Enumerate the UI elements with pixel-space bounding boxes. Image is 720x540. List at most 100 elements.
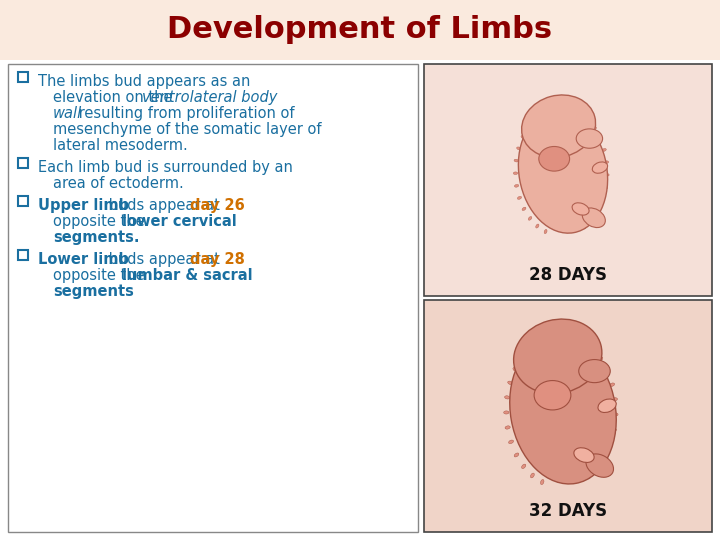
Ellipse shape (505, 396, 510, 399)
Text: ventrolateral body: ventrolateral body (143, 90, 278, 105)
Ellipse shape (513, 172, 518, 174)
Ellipse shape (571, 334, 574, 340)
Ellipse shape (544, 230, 547, 234)
Ellipse shape (513, 368, 518, 372)
Ellipse shape (598, 399, 616, 413)
Ellipse shape (513, 319, 602, 394)
Bar (424, 64, 712, 296)
Ellipse shape (536, 224, 539, 228)
Bar (18, 72, 28, 82)
Ellipse shape (534, 381, 571, 410)
Bar (18, 250, 28, 260)
Text: lower cervical: lower cervical (122, 214, 237, 229)
Ellipse shape (521, 95, 595, 158)
Ellipse shape (598, 137, 602, 140)
Ellipse shape (602, 148, 606, 151)
Ellipse shape (605, 173, 609, 176)
Ellipse shape (581, 339, 585, 345)
Text: day 26: day 26 (190, 198, 245, 213)
Ellipse shape (613, 413, 618, 416)
Ellipse shape (612, 398, 618, 401)
Ellipse shape (602, 455, 607, 458)
Bar (18, 158, 28, 168)
Text: resulting from proliferation of: resulting from proliferation of (74, 106, 294, 121)
Ellipse shape (603, 186, 608, 189)
Text: The limbs bud appears as an: The limbs bud appears as an (38, 74, 251, 89)
Ellipse shape (505, 426, 510, 429)
Text: segments.: segments. (53, 230, 140, 245)
Ellipse shape (528, 346, 533, 350)
Ellipse shape (600, 198, 605, 201)
Ellipse shape (552, 107, 554, 112)
Ellipse shape (611, 428, 616, 431)
Text: buds appear at: buds appear at (104, 252, 224, 267)
Ellipse shape (572, 203, 589, 215)
Ellipse shape (586, 118, 589, 122)
Ellipse shape (586, 454, 613, 477)
Ellipse shape (586, 474, 590, 479)
Ellipse shape (604, 161, 608, 164)
Ellipse shape (518, 197, 521, 199)
Ellipse shape (521, 136, 525, 139)
Text: day 28: day 28 (190, 252, 245, 267)
Ellipse shape (514, 185, 518, 187)
Ellipse shape (514, 159, 518, 162)
Ellipse shape (520, 355, 524, 360)
Ellipse shape (521, 464, 526, 469)
Ellipse shape (610, 383, 615, 387)
Text: Development of Limbs: Development of Limbs (168, 16, 552, 44)
Ellipse shape (508, 381, 513, 384)
Text: elevation on the: elevation on the (53, 90, 177, 105)
Text: buds appear at: buds appear at (104, 198, 224, 213)
Ellipse shape (560, 333, 563, 338)
Ellipse shape (534, 117, 538, 122)
Ellipse shape (590, 347, 594, 352)
Text: wall: wall (53, 106, 82, 121)
Text: Each limb bud is surrounded by an: Each limb bud is surrounded by an (38, 160, 293, 175)
Ellipse shape (517, 147, 521, 150)
Text: lateral mesoderm.: lateral mesoderm. (53, 138, 188, 153)
Ellipse shape (541, 480, 544, 484)
Bar (18, 196, 28, 206)
Ellipse shape (574, 448, 594, 462)
Ellipse shape (590, 218, 593, 221)
Ellipse shape (605, 369, 610, 373)
Ellipse shape (598, 357, 603, 361)
Ellipse shape (582, 208, 606, 227)
Ellipse shape (528, 217, 532, 220)
Ellipse shape (539, 146, 570, 171)
Bar (8, 64, 418, 532)
Text: 32 DAYS: 32 DAYS (529, 502, 607, 520)
Ellipse shape (542, 111, 546, 116)
Ellipse shape (570, 108, 572, 112)
Text: Upper limb: Upper limb (38, 198, 129, 213)
Ellipse shape (608, 442, 613, 446)
Ellipse shape (560, 106, 563, 111)
Ellipse shape (593, 127, 596, 130)
Text: opposite the: opposite the (53, 268, 149, 283)
Ellipse shape (549, 334, 552, 339)
Text: opposite the: opposite the (53, 214, 149, 229)
Ellipse shape (576, 129, 603, 149)
Ellipse shape (504, 411, 509, 414)
Text: 28 DAYS: 28 DAYS (529, 266, 607, 284)
Ellipse shape (508, 440, 513, 444)
Bar (424, 300, 712, 532)
Ellipse shape (596, 208, 600, 212)
Text: Lower limb: Lower limb (38, 252, 129, 267)
Ellipse shape (582, 225, 585, 229)
Text: lumbar & sacral: lumbar & sacral (122, 268, 253, 283)
Ellipse shape (595, 465, 599, 470)
Text: area of ectoderm.: area of ectoderm. (53, 176, 184, 191)
Ellipse shape (527, 125, 531, 129)
Bar (0, 0, 720, 60)
Ellipse shape (539, 339, 542, 343)
Text: segments: segments (53, 284, 134, 299)
Ellipse shape (531, 473, 534, 478)
Text: mesenchyme of the somatic layer of: mesenchyme of the somatic layer of (53, 122, 322, 137)
Ellipse shape (579, 360, 611, 383)
Ellipse shape (510, 338, 616, 484)
Ellipse shape (522, 207, 526, 211)
Ellipse shape (514, 453, 519, 457)
Ellipse shape (518, 111, 608, 233)
